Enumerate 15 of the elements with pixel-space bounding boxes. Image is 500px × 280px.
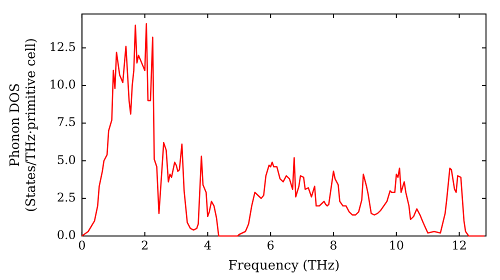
y-tick-label: 0.0 (56, 228, 76, 242)
x-tick-label: 4 (204, 238, 212, 252)
y-tick-label: 10.0 (49, 78, 76, 92)
x-tick-label: 6 (266, 238, 274, 252)
y-axis-title: Phonon DOS (States/THz·primitive cell) (8, 38, 39, 212)
y-tick-label: 2.5 (56, 190, 76, 204)
x-tick-label: 2 (140, 238, 149, 252)
x-axis-title: Frequency (THz) (228, 258, 340, 274)
x-tick-label: 8 (330, 238, 338, 252)
y-tick-label: 5.0 (56, 152, 76, 167)
x-tick-label: 12 (452, 238, 467, 252)
y-tick-label: 7.5 (56, 115, 76, 130)
x-tick-label: 10 (388, 238, 404, 252)
x-tick-label: 0 (78, 238, 86, 252)
y-tick-label: 12.5 (49, 40, 76, 54)
